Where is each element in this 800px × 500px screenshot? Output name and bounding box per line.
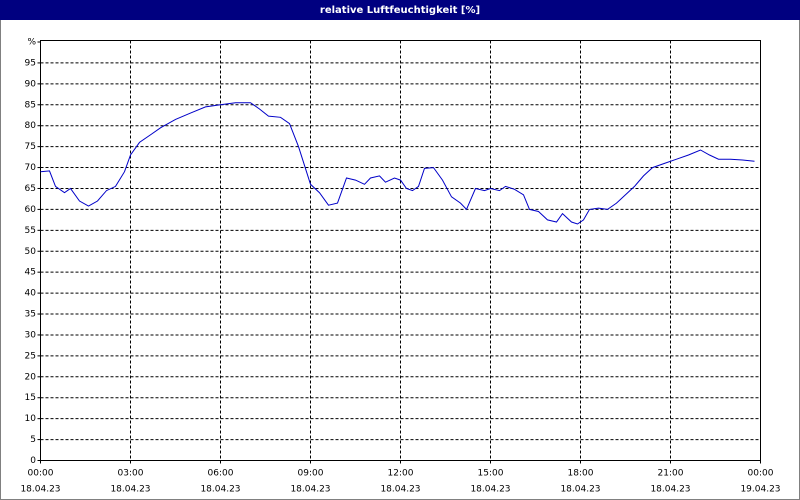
- y-tick-label: %: [27, 38, 36, 48]
- x-tick-date: 19.04.23: [740, 485, 780, 495]
- x-tick-label: 18:00: [568, 469, 594, 479]
- title-bar: [0, 0, 800, 20]
- y-tick-label: 15: [25, 393, 36, 403]
- y-tick-label: 50: [25, 247, 37, 257]
- y-tick-label: 5: [30, 435, 36, 445]
- data-line: [40, 102, 755, 225]
- y-tick-label: 95: [25, 58, 36, 68]
- x-tick-label: 00:00: [28, 469, 54, 479]
- x-tick-date: 18.04.23: [20, 485, 60, 495]
- y-tick-label: 35: [25, 310, 36, 320]
- x-tick-label: 03:00: [118, 469, 144, 479]
- x-tick-label: 12:00: [388, 469, 414, 479]
- x-tick-date: 18.04.23: [470, 485, 510, 495]
- y-tick-label: 80: [25, 121, 37, 131]
- y-tick-label: 60: [25, 205, 37, 215]
- y-tick-label: 65: [25, 184, 36, 194]
- y-tick-label: 25: [25, 351, 36, 361]
- y-tick-label: 45: [25, 268, 36, 278]
- y-tick-label: 20: [25, 372, 37, 382]
- x-tick-date: 18.04.23: [380, 485, 420, 495]
- x-tick-date: 18.04.23: [110, 485, 150, 495]
- x-tick-date: 18.04.23: [650, 485, 690, 495]
- x-tick-label: 15:00: [478, 469, 504, 479]
- x-tick-date: 18.04.23: [290, 485, 330, 495]
- y-tick-label: 55: [25, 226, 36, 236]
- y-tick-label: 30: [25, 330, 37, 340]
- y-tick-label: 70: [25, 163, 37, 173]
- chart-title: relative Luftfeuchtigkeit [%]: [320, 5, 480, 16]
- x-tick-label: 09:00: [298, 469, 324, 479]
- y-tick-label: 75: [25, 142, 36, 152]
- x-tick-label: 00:00: [748, 469, 774, 479]
- y-tick-label: 40: [25, 289, 37, 299]
- y-tick-label: 10: [25, 414, 37, 424]
- x-tick-date: 18.04.23: [560, 485, 600, 495]
- x-tick-label: 06:00: [208, 469, 234, 479]
- y-tick-label: 0: [30, 456, 36, 466]
- x-tick-label: 21:00: [658, 469, 684, 479]
- y-tick-label: 90: [25, 79, 37, 89]
- y-tick-label: 85: [25, 100, 36, 110]
- x-tick-date: 18.04.23: [200, 485, 240, 495]
